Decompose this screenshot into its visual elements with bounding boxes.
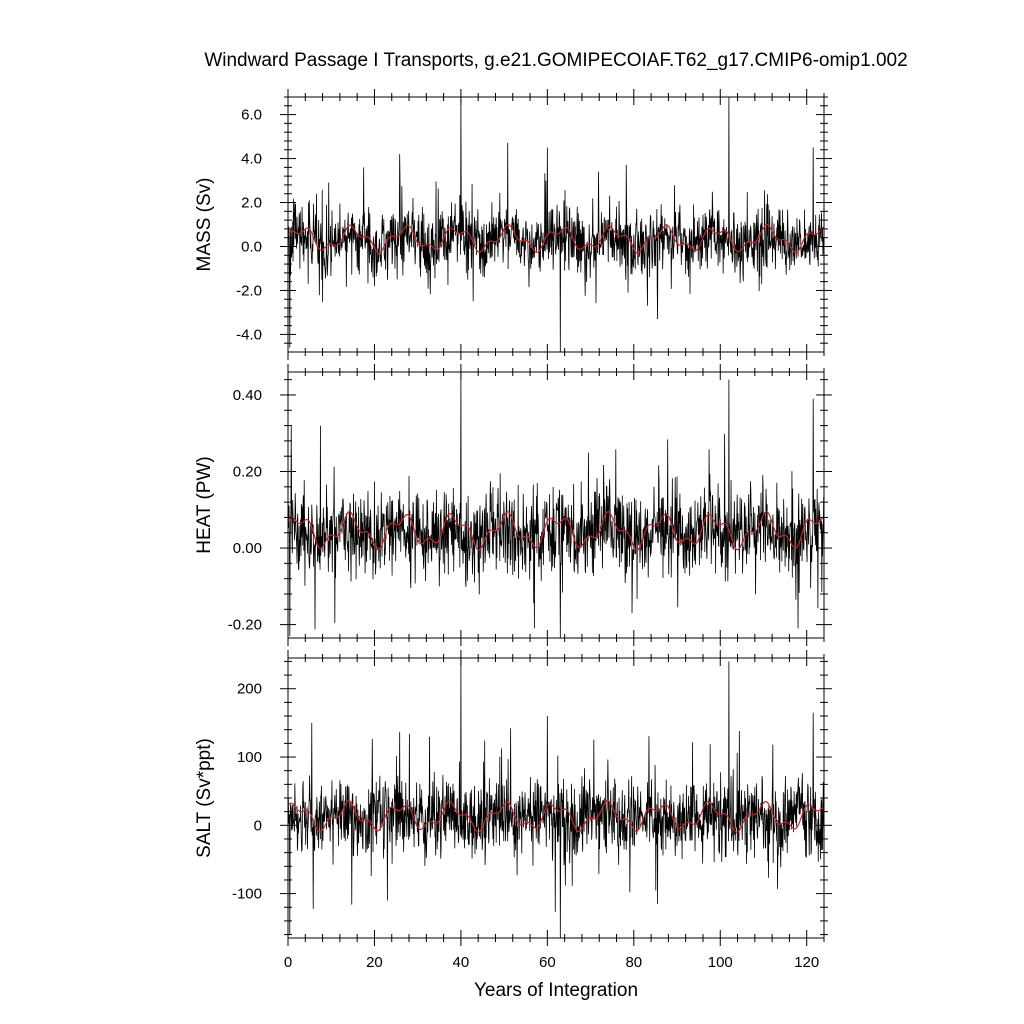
salt-y-tick-label: 200 [237, 681, 262, 698]
x-tick-label: 80 [625, 954, 642, 971]
heat-y-tick-label: 0.00 [233, 540, 262, 557]
heat-y-axis-label: HEAT (PW) [194, 456, 215, 553]
x-tick-label: 100 [708, 954, 733, 971]
x-axis-label: Years of Integration [474, 980, 638, 1001]
mass-y-tick-label: 6.0 [241, 107, 262, 124]
mass-panel: -4.0 -2.0 0.0 2.0 4.0 6.0 MASS (Sv) [194, 89, 832, 360]
salt-y-tick-label: -100 [232, 886, 262, 903]
x-tick-label: 40 [453, 954, 470, 971]
salt-y-tick-label: 100 [237, 749, 262, 766]
heat-y-tick-label: 0.20 [233, 464, 262, 481]
mass-raw-series-line [288, 97, 824, 352]
mass-y-tick-label: -2.0 [236, 282, 262, 299]
x-tick-label: 120 [794, 954, 819, 971]
heat-y-tick-label: 0.40 [233, 387, 262, 404]
salt-raw-series-line [288, 658, 824, 938]
mass-y-axis-label: MASS (Sv) [194, 178, 215, 272]
salt-y-axis-label: SALT (Sv*ppt) [194, 738, 215, 858]
heat-raw-series-line [288, 372, 824, 638]
mass-y-tick-label: 4.0 [241, 151, 262, 168]
heat-panel: -0.20 0.00 0.20 0.40 HEAT (PW) [194, 364, 832, 646]
heat-smoothed-series-line [288, 510, 824, 551]
salt-panel: -100 0 100 200 SALT (Sv*ppt) 0 20 40 60 80 100 120 [194, 650, 832, 971]
mass-y-tick-label: 2.0 [241, 195, 262, 212]
mass-smoothed-series-line [288, 223, 824, 254]
salt-smoothed-series-line [288, 800, 824, 833]
x-tick-label: 60 [539, 954, 556, 971]
mass-plot-frame [287, 96, 825, 353]
mass-y-tick-label: -4.0 [236, 326, 262, 343]
x-tick-label: 0 [284, 954, 292, 971]
figure-title: Windward Passage I Transports, g.e21.GOM… [204, 50, 907, 71]
mass-y-tick-label: 0.0 [241, 238, 262, 255]
x-tick-label: 20 [366, 954, 383, 971]
heat-plot-frame [287, 371, 825, 639]
heat-y-tick-label: -0.20 [228, 617, 262, 634]
salt-y-tick-label: 0 [254, 817, 262, 834]
